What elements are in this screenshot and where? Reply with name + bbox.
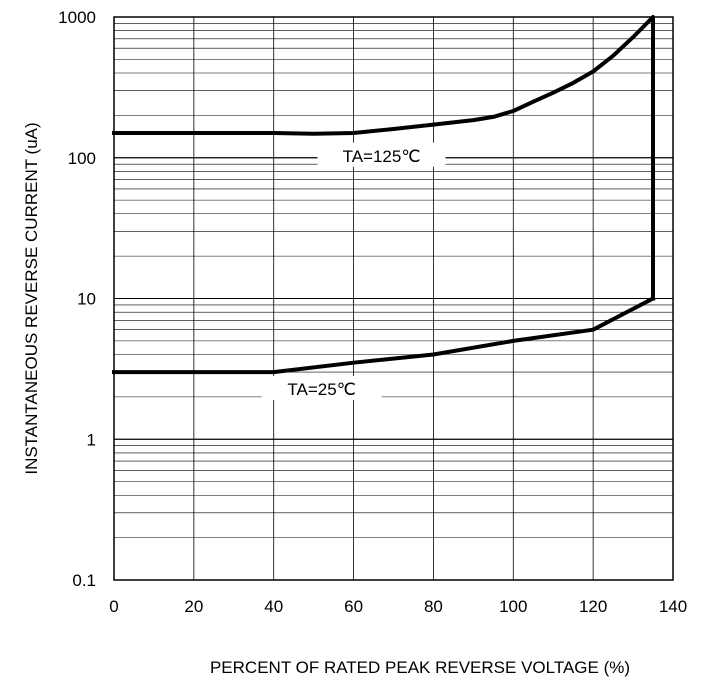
y-tick-labels: 0.1 1 10 100 1000	[58, 8, 96, 590]
x-tick-label: 0	[109, 597, 118, 616]
curve-label-ta-25c: TA=25℃	[287, 380, 355, 399]
x-axis-title: PERCENT OF RATED PEAK REVERSE VOLTAGE (%…	[210, 658, 630, 677]
curve-labels: TA=125℃ TA=25℃	[261, 142, 446, 401]
x-tick-label: 80	[424, 597, 443, 616]
series-line-ta-125c	[112, 15, 655, 301]
x-tick-label: 120	[579, 597, 607, 616]
plot-frame	[113, 16, 674, 581]
series-layer	[112, 15, 656, 375]
y-tick-label: 0.1	[72, 571, 96, 590]
x-tick-label: 20	[184, 597, 203, 616]
x-tick-label: 40	[264, 597, 283, 616]
y-tick-label: 10	[77, 290, 96, 309]
y-minor-gridlines	[114, 23, 673, 538]
curve-label-ta-125c: TA=125℃	[343, 147, 421, 166]
y-tick-label: 100	[68, 149, 96, 168]
y-axis-title: INSTANTANEOUS REVERSE CURRENT (uA)	[22, 122, 41, 474]
x-tick-label: 100	[499, 597, 527, 616]
x-tick-labels: 0 20 40 60 80 100 120 140	[109, 597, 687, 616]
y-tick-label: 1	[87, 430, 96, 449]
series-line-ta-25c	[112, 295, 656, 375]
y-tick-label: 1000	[58, 8, 96, 27]
curve-label-background	[317, 142, 446, 167]
x-tick-label: 140	[659, 597, 687, 616]
x-tick-label: 60	[344, 597, 363, 616]
curve-label-background	[261, 376, 382, 401]
